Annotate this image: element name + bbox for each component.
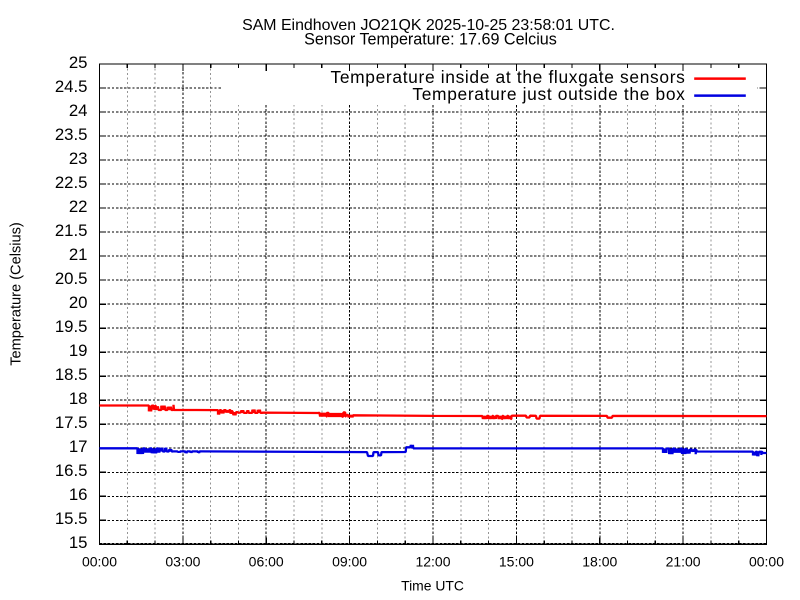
svg-text:21: 21: [69, 245, 88, 264]
svg-text:17: 17: [69, 437, 88, 456]
svg-text:Temperature inside at the flux: Temperature inside at the fluxgate senso…: [330, 67, 685, 87]
svg-text:21:00: 21:00: [666, 554, 701, 570]
svg-text:19: 19: [69, 341, 88, 360]
svg-text:21.5: 21.5: [55, 221, 88, 240]
svg-text:Time UTC: Time UTC: [401, 578, 464, 594]
svg-text:15: 15: [69, 533, 88, 552]
svg-text:09:00: 09:00: [332, 554, 367, 570]
svg-text:16.5: 16.5: [55, 461, 88, 480]
svg-text:15.5: 15.5: [55, 509, 88, 528]
svg-text:17.5: 17.5: [55, 413, 88, 432]
svg-text:06:00: 06:00: [249, 554, 284, 570]
svg-text:18:00: 18:00: [582, 554, 617, 570]
svg-text:12:00: 12:00: [415, 554, 450, 570]
svg-text:18.5: 18.5: [55, 365, 88, 384]
svg-text:Sensor Temperature: 17.69 Celc: Sensor Temperature: 17.69 Celcius: [304, 30, 557, 48]
svg-text:22.5: 22.5: [55, 173, 88, 192]
svg-text:00:00: 00:00: [82, 554, 117, 570]
svg-text:20: 20: [69, 293, 88, 312]
svg-text:16: 16: [69, 485, 88, 504]
svg-text:SAM Eindhoven JO21QK 2025-10-2: SAM Eindhoven JO21QK 2025-10-25 23:58:01…: [242, 17, 615, 34]
svg-text:25: 25: [69, 53, 88, 72]
svg-text:Temperature just outside the b: Temperature just outside the box: [412, 84, 685, 104]
svg-text:19.5: 19.5: [55, 317, 88, 336]
svg-text:Temperature (Celsius): Temperature (Celsius): [9, 222, 25, 366]
svg-text:18: 18: [69, 389, 88, 408]
svg-text:24: 24: [69, 101, 88, 120]
svg-text:23: 23: [69, 149, 88, 168]
svg-text:15:00: 15:00: [499, 554, 534, 570]
svg-text:00:00: 00:00: [749, 554, 784, 570]
svg-text:23.5: 23.5: [55, 125, 88, 144]
svg-text:20.5: 20.5: [55, 269, 88, 288]
svg-text:03:00: 03:00: [165, 554, 200, 570]
svg-text:24.5: 24.5: [55, 77, 88, 96]
svg-text:22: 22: [69, 197, 88, 216]
